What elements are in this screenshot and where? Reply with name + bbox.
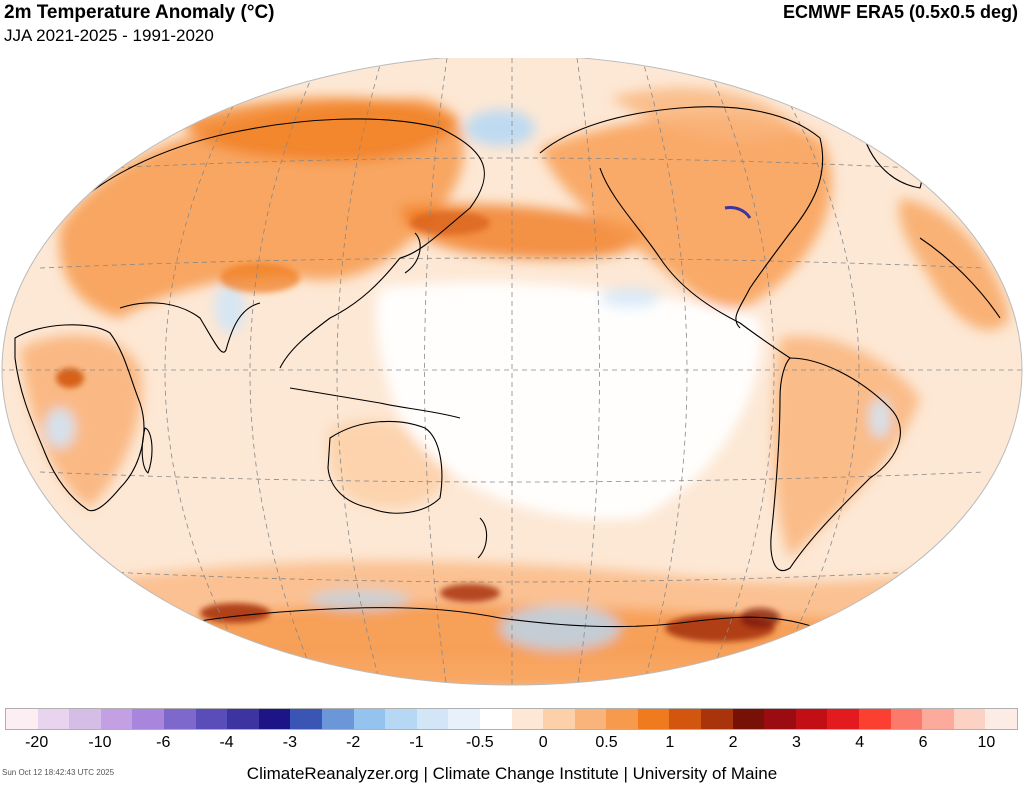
graticule bbox=[2, 58, 1022, 685]
colorbar-swatch-9 bbox=[290, 709, 322, 729]
colorbar-swatch-25 bbox=[795, 709, 828, 729]
colorbar-swatch-22 bbox=[701, 709, 733, 729]
colorbar-tick-label: 1 bbox=[665, 734, 675, 751]
colorbar-tick-label: -1 bbox=[409, 734, 424, 751]
colorbar-ticks: -20-10-6-4-3-2-1-0.500.5123461020 bbox=[5, 734, 1018, 754]
map-subtitle: JJA 2021-2025 - 1991-2020 bbox=[4, 26, 214, 45]
colorbar bbox=[5, 708, 1018, 730]
world-map-anomaly bbox=[1, 58, 1023, 686]
colorbar-swatch-12 bbox=[385, 709, 417, 729]
colorbar-swatch-29 bbox=[922, 709, 954, 729]
colorbar-tick-label: 10 bbox=[977, 734, 996, 751]
colorbar-swatch-24 bbox=[764, 709, 796, 729]
colorbar-swatch-18 bbox=[574, 709, 607, 729]
globe-outline bbox=[1, 58, 1023, 686]
colorbar-swatch-7 bbox=[227, 709, 259, 729]
colorbar-swatch-11 bbox=[353, 709, 386, 729]
colorbar-swatch-2 bbox=[69, 709, 101, 729]
colorbar-tick-label: -3 bbox=[282, 734, 298, 751]
colorbar-swatch-28 bbox=[890, 709, 923, 729]
colorbar-swatch-16 bbox=[511, 709, 544, 729]
colorbar-swatch-6 bbox=[195, 709, 228, 729]
colorbar-tick-label: 6 bbox=[918, 734, 928, 751]
colorbar-swatch-4 bbox=[132, 709, 164, 729]
colorbar-swatch-30 bbox=[953, 709, 986, 729]
colorbar-swatch-31 bbox=[985, 709, 1017, 729]
colorbar-swatch-21 bbox=[669, 709, 702, 729]
footer-credit: ClimateReanalyzer.org | Climate Change I… bbox=[246, 764, 778, 783]
colorbar-swatch-17 bbox=[543, 709, 575, 729]
colorbar-swatch-0 bbox=[6, 709, 38, 729]
timestamp: Sun Oct 12 18:42:43 UTC 2025 bbox=[2, 768, 115, 777]
colorbar-tick-label: -0.5 bbox=[466, 734, 494, 751]
colorbar-tick-label: 0 bbox=[538, 734, 548, 751]
colorbar-tick-label: 0.5 bbox=[595, 734, 618, 751]
colorbar-swatch-8 bbox=[258, 709, 291, 729]
colorbar-swatch-27 bbox=[859, 709, 891, 729]
colorbar-tick-label: 2 bbox=[728, 734, 738, 751]
colorbar-swatch-1 bbox=[37, 709, 70, 729]
colorbar-tick-label: 3 bbox=[791, 734, 801, 751]
anomaly-fields bbox=[20, 88, 1010, 685]
colorbar-swatch-19 bbox=[606, 709, 638, 729]
data-source: ECMWF ERA5 (0.5x0.5 deg) bbox=[782, 2, 1018, 22]
colorbar-tick-label: -10 bbox=[88, 734, 112, 751]
colorbar-swatch-3 bbox=[100, 709, 133, 729]
colorbar-tick-label: -4 bbox=[219, 734, 234, 751]
globe bbox=[2, 58, 1022, 685]
colorbar-tick-label: -20 bbox=[25, 734, 49, 751]
colorbar-swatch-5 bbox=[163, 709, 196, 729]
colorbar-tick-label: -6 bbox=[156, 734, 171, 751]
coastlines bbox=[14, 106, 1001, 654]
colorbar-swatch-26 bbox=[827, 709, 860, 729]
colorbar-swatch-13 bbox=[416, 709, 449, 729]
colorbar-swatch-10 bbox=[321, 709, 354, 729]
colorbar-swatch-20 bbox=[637, 709, 670, 729]
map-title: 2m Temperature Anomaly (°C) bbox=[4, 2, 275, 23]
colorbar-tick-label: 4 bbox=[855, 734, 865, 751]
colorbar-swatch-23 bbox=[732, 709, 765, 729]
colorbar-swatch-14 bbox=[448, 709, 480, 729]
colorbar-tick-label: -2 bbox=[346, 734, 361, 751]
colorbar-swatch-15 bbox=[479, 709, 512, 729]
